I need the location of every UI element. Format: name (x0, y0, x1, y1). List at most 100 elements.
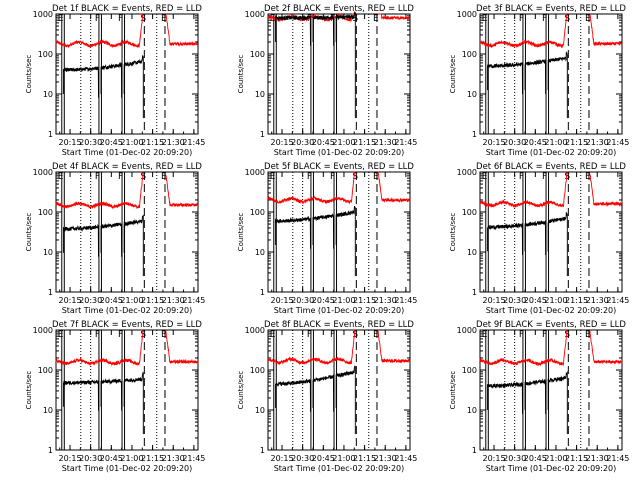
marker-label: S (140, 330, 146, 340)
series-black-events (62, 66, 99, 98)
series-black-events (524, 220, 547, 256)
marker-label: F (95, 172, 100, 182)
y-tick-label: 1000 (457, 168, 477, 177)
x-tick-label: 21:45 (394, 454, 417, 463)
x-tick-label: 21:45 (182, 138, 205, 147)
x-tick-label: 21:15 (353, 296, 376, 305)
plot-frame (55, 171, 199, 293)
series-black-events (62, 223, 99, 257)
y-tick-label: 100 (38, 208, 53, 217)
series-red-lld (479, 171, 568, 208)
marker-label: E (482, 14, 488, 24)
x-tick-label: 21:30 (586, 454, 609, 463)
x-axis-label: Start Time (01-Dec-02 20:09:20) (62, 148, 193, 157)
x-tick-label: 20:15 (483, 454, 506, 463)
marker-label: F (118, 172, 123, 182)
x-tick-label: 21:15 (141, 296, 164, 305)
series-red-lld (165, 13, 199, 48)
plot-frame (267, 171, 411, 293)
marker-label: F (542, 172, 547, 182)
y-tick-label: 100 (250, 366, 265, 375)
y-tick-label: 100 (462, 366, 477, 375)
panel-title: Det 6f BLACK = Events, RED = LLD (476, 162, 626, 172)
x-tick-label: 20:15 (483, 138, 506, 147)
marker-label: E (482, 330, 488, 340)
x-tick-label: 20:30 (291, 296, 314, 305)
marker-label: S (564, 14, 570, 24)
x-tick-label: 21:30 (586, 138, 609, 147)
x-tick-label: 21:30 (374, 296, 397, 305)
plot-frame (479, 171, 623, 293)
panel-title: Det 8f BLACK = Events, RED = LLD (264, 320, 414, 330)
panel-7: Det 7f BLACK = Events, RED = LLD 1 10 100 10… (25, 320, 205, 473)
x-tick-label: 21:00 (332, 454, 355, 463)
x-tick-label: 21:45 (182, 454, 205, 463)
panel-title: Det 2f BLACK = Events, RED = LLD (264, 4, 414, 14)
x-tick-label: 21:30 (374, 138, 397, 147)
y-axis-label: Counts/sec (237, 55, 245, 94)
x-tick-label: 21:15 (353, 138, 376, 147)
marker-label: F (307, 172, 312, 182)
panel-title: Det 9f BLACK = Events, RED = LLD (476, 320, 626, 330)
marker-label: E (270, 330, 276, 340)
panel-3: Det 3f BLACK = Events, RED = LLD 1 10 100 10… (449, 4, 629, 157)
y-tick-label: 100 (250, 208, 265, 217)
series-black-events (335, 365, 356, 435)
series-black-events (486, 61, 523, 95)
x-axis-label: Start Time (01-Dec-02 20:09:20) (274, 306, 405, 315)
marker-label: F (330, 330, 335, 340)
marker-label: F (519, 172, 524, 182)
series-black-events (524, 378, 547, 414)
series-red-lld (589, 173, 623, 207)
x-tick-label: 21:45 (182, 296, 205, 305)
y-tick-label: 100 (38, 366, 53, 375)
y-tick-label: 1 (472, 446, 477, 455)
series-black-events (335, 11, 356, 119)
x-axis-label: Start Time (01-Dec-02 20:09:20) (62, 306, 193, 315)
marker-label: F (519, 14, 524, 24)
x-tick-label: 21:00 (120, 296, 143, 305)
x-tick-label: 20:15 (271, 138, 294, 147)
marker-label: E (161, 172, 167, 182)
marker-label: S (352, 172, 358, 182)
plot-frame (479, 329, 623, 451)
x-tick-label: 20:15 (483, 296, 506, 305)
x-tick-label: 21:00 (120, 138, 143, 147)
series-red-lld (267, 329, 356, 366)
series-red-lld (479, 13, 568, 49)
plot-frame (267, 329, 411, 451)
plot-frame (479, 13, 623, 135)
marker-label: S (140, 14, 146, 24)
x-tick-label: 21:30 (162, 454, 185, 463)
y-tick-label: 1 (472, 130, 477, 139)
x-tick-label: 20:30 (79, 454, 102, 463)
x-tick-label: 21:00 (332, 296, 355, 305)
x-tick-label: 21:45 (606, 138, 629, 147)
series-red-lld (377, 329, 411, 364)
x-tick-label: 20:30 (503, 454, 526, 463)
plot-frame (55, 13, 199, 135)
series-black-events (100, 378, 123, 411)
series-black-events (524, 58, 547, 95)
marker-label: E (161, 14, 167, 24)
x-axis-label: Start Time (01-Dec-02 20:09:20) (486, 464, 617, 473)
x-axis-label: Start Time (01-Dec-02 20:09:20) (274, 464, 405, 473)
x-tick-label: 21:45 (394, 296, 417, 305)
x-tick-label: 21:00 (544, 296, 567, 305)
y-tick-label: 1 (48, 130, 53, 139)
series-red-lld (479, 329, 568, 367)
y-tick-label: 1000 (457, 326, 477, 335)
panel-title: Det 3f BLACK = Events, RED = LLD (476, 4, 626, 14)
panel-1: Det 1f BLACK = Events, RED = LLD 1 10 100 10… (25, 4, 205, 157)
marker-label: F (519, 330, 524, 340)
y-axis-label: Counts/sec (237, 371, 245, 410)
x-tick-label: 20:30 (291, 454, 314, 463)
marker-label: S (564, 172, 570, 182)
y-tick-label: 1 (260, 130, 265, 139)
series-black-events (100, 222, 123, 257)
x-tick-label: 21:00 (332, 138, 355, 147)
x-tick-label: 21:15 (565, 454, 588, 463)
series-red-lld (377, 171, 411, 204)
marker-label: F (307, 14, 312, 24)
